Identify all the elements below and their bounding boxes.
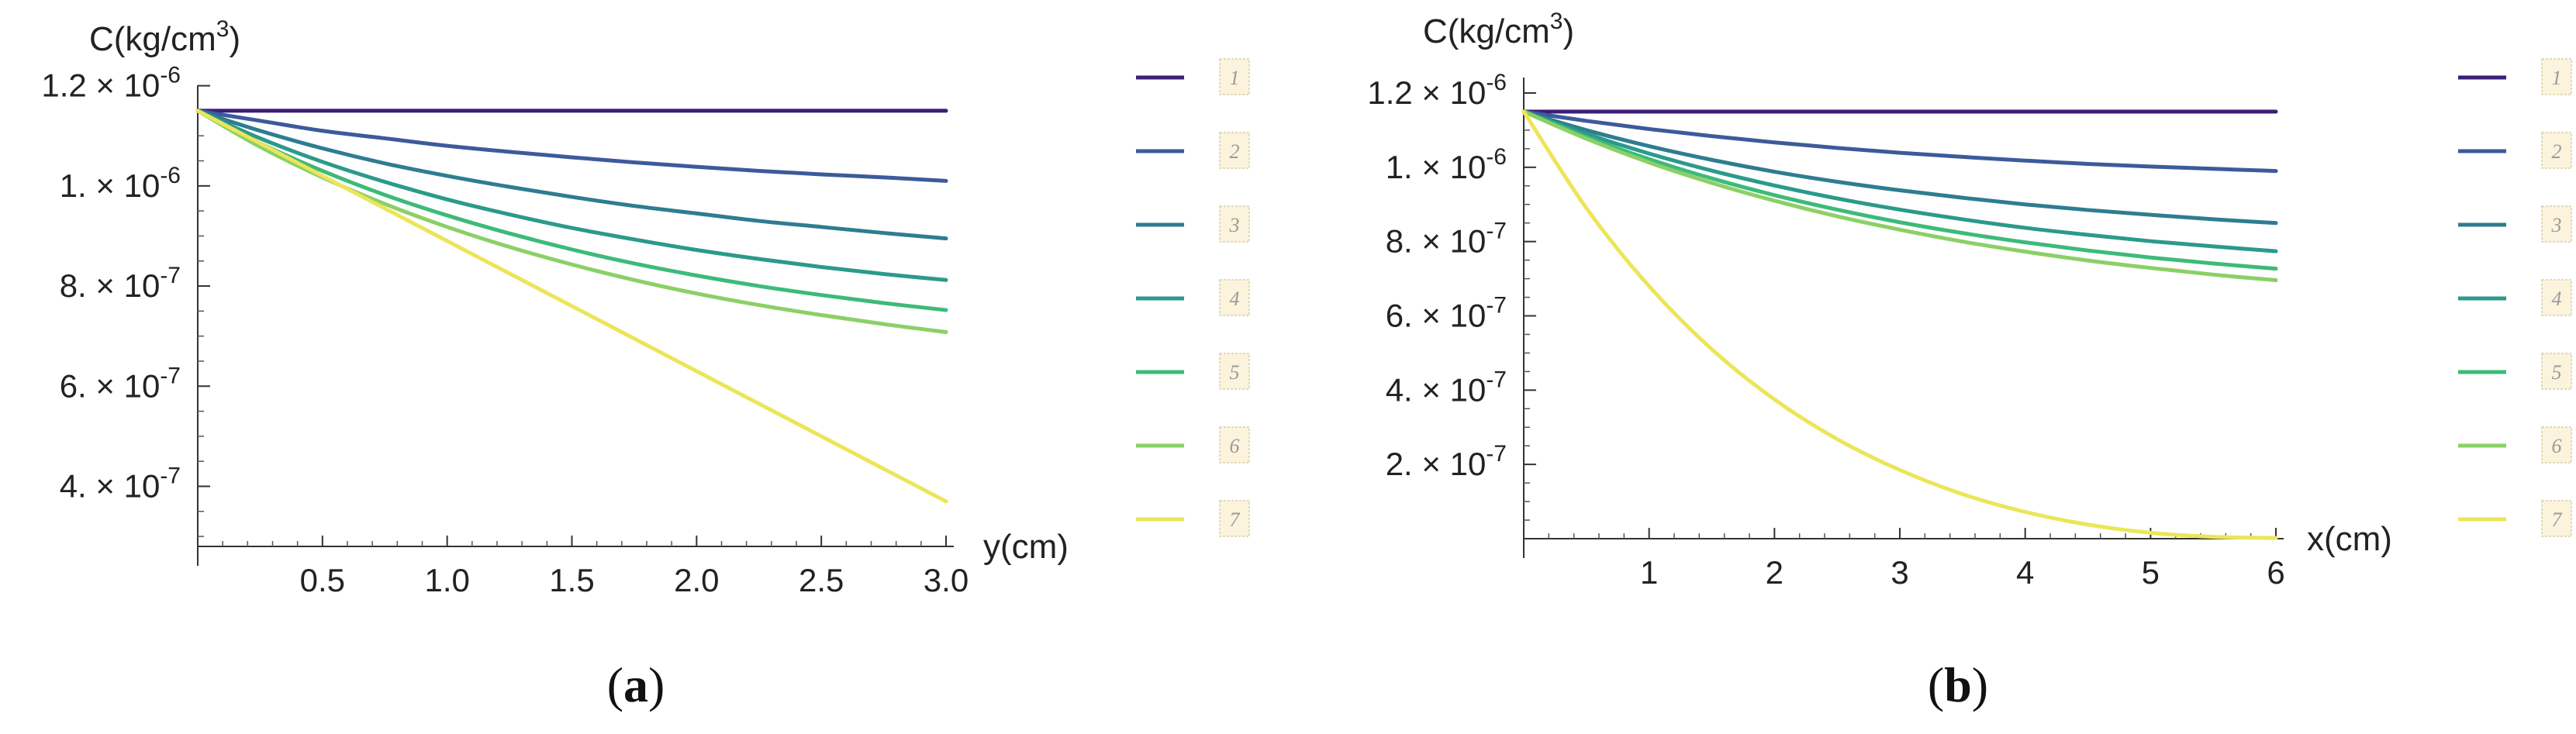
series-line-5: [195, 109, 948, 312]
legend-label-box-5: [1219, 353, 1250, 390]
series-line-3: [1521, 109, 2278, 226]
y-tick-label: 4. × 10-7: [60, 463, 181, 504]
x-axis-title: x(cm): [2307, 520, 2392, 558]
legend-label-4: 4: [1230, 288, 1240, 310]
legend-label-box-2: [1219, 132, 1250, 169]
series-line-4: [1521, 109, 2278, 253]
legend-label-box-6: [1219, 426, 1250, 463]
x-tick-label: 1.0: [424, 562, 469, 598]
legend-label-7: 7: [1230, 508, 1241, 531]
series-line-2: [1521, 109, 2278, 174]
legend-label-box-4: [1219, 279, 1250, 316]
y-tick-label: 8. × 10-7: [60, 263, 181, 304]
x-tick-label: 4: [2016, 554, 2034, 591]
x-tick-label: 1: [1640, 554, 1658, 591]
legend-label-box-1: [1219, 58, 1250, 95]
series-line-4: [195, 109, 948, 282]
x-tick-label: 2: [1766, 554, 1784, 591]
legend-label-2: 2: [1230, 140, 1240, 163]
y-tick-label: 2. × 10-7: [1386, 441, 1507, 482]
series-line-5: [1521, 109, 2278, 271]
series-line-7: [195, 109, 948, 504]
legend-label-1: 1: [2552, 67, 2562, 89]
y-tick-label: 8. × 10-7: [1386, 219, 1507, 260]
x-tick-label: 2.5: [799, 562, 844, 598]
legend-label-box-7: [1219, 500, 1250, 537]
y-tick-label: 1.2 × 10-6: [41, 63, 181, 104]
legend-label-3: 3: [1229, 214, 1240, 236]
y-tick-label: 6. × 10-7: [1386, 293, 1507, 334]
x-tick-label: 3.0: [924, 562, 969, 598]
legend-label-7: 7: [2552, 508, 2563, 531]
legend-label-box-3: [2541, 205, 2572, 243]
y-tick-label: 4. × 10-7: [1386, 367, 1507, 408]
panel-a: 0.5 1.0 1.5 2.0 2.5 3.0 4. × 10-7 6. × 10-7 8. ×…: [41, 16, 1250, 712]
series-line-3: [195, 109, 948, 241]
x-tick-label: 1.5: [549, 562, 594, 598]
legend-label-box-4: [2541, 279, 2572, 316]
y-tick-label: 6. × 10-7: [60, 363, 181, 404]
x-axis-title: y(cm): [983, 528, 1069, 566]
y-axis-title: C(kg/cm3): [1423, 9, 1574, 50]
y-tick-label: 1.2 × 10-6: [1367, 70, 1507, 111]
series-line-2: [195, 109, 948, 183]
legend-label-6: 6: [1230, 435, 1240, 457]
series-line-6: [1521, 109, 2278, 282]
legend-label-6: 6: [2552, 435, 2562, 457]
legend-label-1: 1: [1230, 67, 1240, 89]
x-tick-label: 5: [2142, 554, 2160, 591]
legend-label-3: 3: [2551, 214, 2562, 236]
x-tick-label: 2.0: [674, 562, 719, 598]
series-line-7: [1521, 109, 2278, 540]
y-axis-title: C(kg/cm3): [89, 16, 240, 58]
legend-label-4: 4: [2552, 288, 2562, 310]
legend-label-box-7: [2541, 500, 2572, 537]
x-tick-label: 3: [1891, 554, 1908, 591]
panel-caption: (a): [607, 657, 665, 712]
legend-label-box-2: [2541, 132, 2572, 169]
legend-label-box-6: [2541, 426, 2572, 463]
x-tick-label: 0.5: [300, 562, 345, 598]
legend-label-box-3: [1219, 205, 1250, 243]
legend-label-box-5: [2541, 353, 2572, 390]
panel-b: 1 2 3 4 5 6 2. × 10-7 4. × 10-7 6. × 10-7 8. × 10…: [1367, 9, 2572, 712]
legend-label-box-1: [2541, 58, 2572, 95]
x-tick-label: 6: [2267, 554, 2284, 591]
legend-label-5: 5: [1230, 361, 1240, 384]
y-tick-label: 1. × 10-6: [60, 163, 181, 204]
legend-label-2: 2: [2552, 140, 2562, 163]
y-tick-label: 1. × 10-6: [1386, 144, 1507, 185]
panel-caption: (b): [1928, 657, 1988, 712]
legend-label-5: 5: [2552, 361, 2562, 384]
